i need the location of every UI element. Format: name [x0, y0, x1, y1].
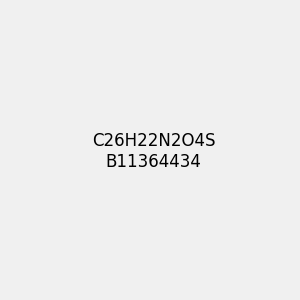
Text: C26H22N2O4S
B11364434: C26H22N2O4S B11364434 — [92, 132, 215, 171]
